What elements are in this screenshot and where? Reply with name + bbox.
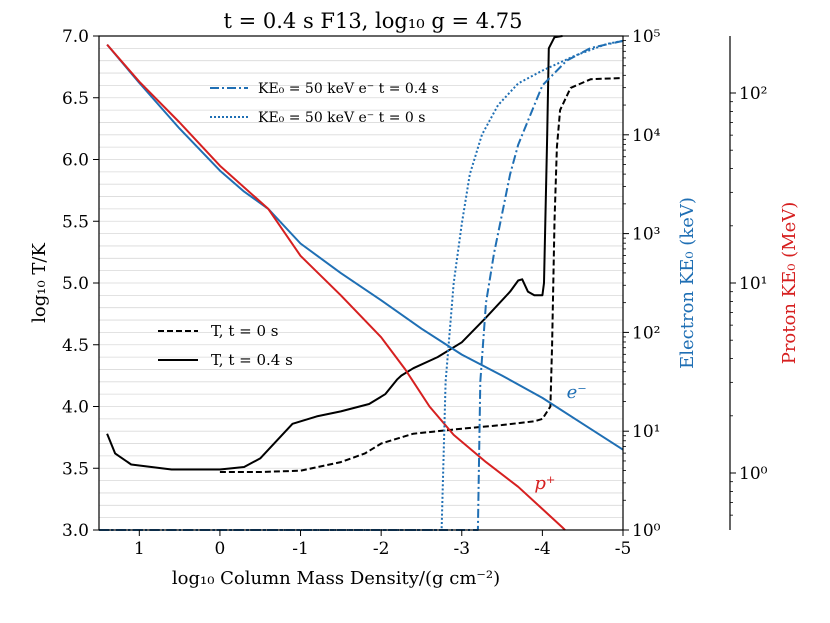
right-tick-label: 10⁰ <box>632 521 661 541</box>
y-tick-label: 3.0 <box>62 521 89 541</box>
right-tick-label: 10⁵ <box>632 27 661 47</box>
chart-title: t = 0.4 s F13, log₁₀ g = 4.75 <box>223 9 522 33</box>
legend-mid-label-1: T, t = 0 s <box>211 322 278 340</box>
x-tick-label: -5 <box>615 539 632 559</box>
y-tick-label: 4.5 <box>62 336 89 356</box>
y-tick-label: 5.5 <box>62 212 89 232</box>
legend-mid: T, t = 0 s T, t = 0.4 s <box>158 322 293 369</box>
right-tick-label: 10² <box>632 323 660 343</box>
series-line-2 <box>106 43 624 451</box>
x-axis-label: log₁₀ Column Mass Density/(g cm⁻²) <box>172 568 500 589</box>
y-tick-label: 6.0 <box>62 151 89 171</box>
y-axis-label: log₁₀ T/K <box>29 243 50 323</box>
x-tick-label: -1 <box>292 539 309 559</box>
y-tick-label: 6.5 <box>62 89 89 109</box>
far-right-axis-label: Proton KE₀ (MeV) <box>779 202 800 365</box>
axes: 1 0 -1 -2 -3 -4 -5 3.0 3.5 4.0 4.5 5.0 5.5 6.0 6.5 7.0 1… <box>62 27 768 559</box>
far-right-tick-label: 10¹ <box>739 274 767 294</box>
x-tick-label: 0 <box>215 539 226 559</box>
annotation-label: e⁻ <box>567 382 587 403</box>
x-tick-label: -3 <box>453 539 470 559</box>
series-line-0 <box>106 35 563 471</box>
x-tick-label: -2 <box>373 539 390 559</box>
y-tick-label: 4.0 <box>62 398 89 418</box>
series-line-3 <box>106 43 566 531</box>
legend-top-label-2: KE₀ = 50 keV e⁻ t = 0 s <box>258 110 425 126</box>
annotations: e⁻ p⁺ <box>534 382 586 494</box>
x-tick-label: -4 <box>534 539 551 559</box>
series-line-1 <box>219 77 624 473</box>
y-tick-label: 3.5 <box>62 459 89 479</box>
far-right-tick-label: 10² <box>739 84 767 104</box>
y-tick-label: 5.0 <box>62 274 89 294</box>
legend-top: KE₀ = 50 keV e⁻ t = 0.4 s KE₀ = 50 keV e… <box>210 81 439 126</box>
legend-top-label-1: KE₀ = 50 keV e⁻ t = 0.4 s <box>258 81 439 97</box>
y-tick-label: 7.0 <box>62 27 89 47</box>
annotation-label: p⁺ <box>534 473 555 494</box>
right-tick-label: 10⁴ <box>632 126 661 146</box>
x-tick-label: 1 <box>134 539 145 559</box>
series-group <box>99 35 624 531</box>
right-axis-label: Electron KE₀ (keV) <box>677 197 698 369</box>
series-line-5 <box>99 39 624 531</box>
right-tick-label: 10¹ <box>632 422 660 442</box>
legend-mid-label-2: T, t = 0.4 s <box>211 351 293 369</box>
series-line-4 <box>99 39 624 531</box>
right-tick-label: 10³ <box>632 225 660 245</box>
far-right-tick-label: 10⁰ <box>739 464 768 484</box>
